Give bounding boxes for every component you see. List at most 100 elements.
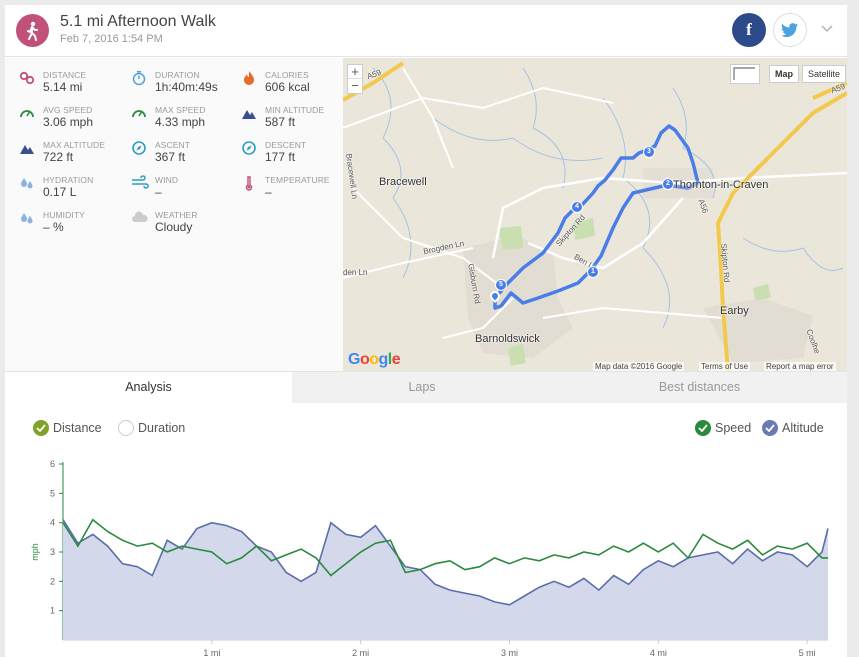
stat-max-altitude: MAX ALTITUDE 722 ft: [19, 138, 129, 170]
stat-value: 5.14 mi: [43, 80, 83, 94]
fullscreen-icon: [733, 67, 755, 80]
terms-of-use-link[interactable]: Terms of Use: [699, 362, 751, 371]
walking-person-icon: [16, 14, 49, 47]
stat-label: WEATHER: [155, 210, 198, 220]
flame-icon: [241, 70, 259, 88]
stat-label: MAX ALTITUDE: [43, 140, 105, 150]
stat-value: – %: [43, 220, 64, 234]
analysis-chart: Distance Duration Speed Altitude 1 2 3 4 5 6 m…: [5, 403, 847, 657]
stat-value: 587 ft: [265, 115, 296, 129]
check-icon: [33, 420, 49, 436]
zoom-out-button[interactable]: −: [351, 78, 359, 93]
map-label-thornton: Thornton-in-Craven: [673, 179, 769, 191]
speed-line: [62, 518, 828, 577]
x-tick-label: 1 mi: [203, 648, 220, 657]
legend-duration-toggle[interactable]: Duration: [118, 419, 185, 437]
stat-distance: DISTANCE 5.14 mi: [19, 68, 129, 100]
stat-ascent: ASCENT 367 ft: [131, 138, 241, 170]
map-type-satellite-button[interactable]: Satellite: [802, 65, 847, 83]
stat-label: WIND: [155, 175, 179, 185]
activity-header: 5.1 mi Afternoon Walk Feb 7, 2016 1:54 P…: [5, 5, 847, 57]
google-logo: Google: [348, 351, 401, 368]
x-tick-label: 4 mi: [650, 648, 667, 657]
tab-best-distances[interactable]: Best distances: [658, 380, 741, 394]
mountain-icon: [241, 105, 259, 123]
legend-altitude-toggle[interactable]: Altitude: [762, 419, 824, 437]
check-icon: [695, 420, 711, 436]
route-marker[interactable]: 4: [571, 201, 583, 213]
droplets-icon: [19, 175, 37, 193]
stat-label: HYDRATION: [43, 175, 94, 185]
map-data-attribution: Map data ©2016 Google: [593, 362, 685, 371]
stat-temperature: TEMPERATURE –: [241, 173, 351, 205]
stat-humidity: HUMIDITY – %: [19, 208, 129, 240]
legend-speed-toggle[interactable]: Speed: [695, 419, 751, 437]
report-map-error-link[interactable]: Report a map error: [764, 362, 836, 371]
wind-icon: [131, 175, 149, 193]
stat-descent: DESCENT 177 ft: [241, 138, 351, 170]
stat-label: DURATION: [155, 70, 200, 80]
stat-label: DESCENT: [265, 140, 307, 150]
facebook-icon: f: [746, 20, 752, 39]
altitude-line: [62, 519, 829, 606]
twitter-icon: [781, 22, 799, 37]
map-label-den-ln: den Ln: [343, 268, 368, 277]
map-label-bracewell: Bracewell: [379, 176, 427, 188]
stat-value: Cloudy: [155, 220, 193, 234]
facebook-share-button[interactable]: f: [732, 13, 766, 47]
zoom-in-button[interactable]: +: [348, 65, 362, 79]
route-marker[interactable]: 3: [643, 146, 655, 158]
compass-icon: [241, 140, 259, 158]
mountain-icon: [19, 140, 37, 158]
stat-wind: WIND –: [131, 173, 241, 205]
tab-laps[interactable]: Laps: [408, 380, 436, 394]
stat-weather: WEATHER Cloudy: [131, 208, 241, 240]
stat-value: 3.06 mph: [43, 115, 94, 129]
legend-speed-label: Speed: [715, 421, 752, 435]
droplets-icon: [19, 210, 37, 228]
altitude-area: [63, 519, 828, 640]
speedometer-icon: [19, 105, 37, 123]
stat-value: 177 ft: [265, 150, 296, 164]
route-marker[interactable]: 5: [495, 279, 507, 291]
y-tick-label: 5: [50, 488, 55, 498]
map-type-map-button[interactable]: Map: [769, 65, 799, 83]
y-tick-label: 4: [50, 518, 55, 528]
activity-card: 5.1 mi Afternoon Walk Feb 7, 2016 1:54 P…: [5, 5, 847, 657]
stat-duration: DURATION 1h:40m:49s: [131, 68, 241, 100]
stat-value: 606 kcal: [265, 80, 310, 94]
stat-label: MAX SPEED: [155, 105, 206, 115]
stat-label: DISTANCE: [43, 70, 87, 80]
legend-duration-label: Duration: [138, 421, 186, 435]
y-axis-label: mph: [30, 543, 40, 561]
activity-date: Feb 7, 2016 1:54 PM: [60, 33, 163, 45]
stat-value: 367 ft: [155, 150, 186, 164]
twitter-share-button[interactable]: [773, 13, 807, 47]
stopwatch-icon: [131, 70, 149, 88]
fullscreen-button[interactable]: [730, 64, 760, 84]
route-marker[interactable]: 2: [662, 178, 674, 190]
map-label-barnoldswick: Barnoldswick: [475, 333, 540, 345]
stat-value: 1h:40m:49s: [155, 80, 218, 94]
distance-icon: [19, 70, 37, 88]
zoom-controls: + −: [347, 64, 363, 94]
stat-value: 4.33 mph: [155, 115, 206, 129]
thermometer-icon: [241, 175, 259, 193]
tab-analysis[interactable]: Analysis: [5, 372, 292, 404]
x-tick-label: 5 mi: [799, 648, 816, 657]
stat-calories: CALORIES 606 kcal: [241, 68, 351, 100]
stat-value: –: [155, 185, 162, 199]
stat-value: 0.17 L: [43, 185, 77, 199]
y-tick-label: 2: [50, 576, 55, 586]
unchecked-circle-icon: [118, 420, 134, 436]
route-marker[interactable]: 1: [587, 266, 599, 278]
chevron-down-icon[interactable]: [820, 21, 834, 39]
stat-label: HUMIDITY: [43, 210, 85, 220]
legend-distance-toggle[interactable]: Distance: [33, 419, 102, 437]
stat-value: –: [265, 185, 272, 199]
x-tick-label: 3 mi: [501, 648, 518, 657]
legend-distance-label: Distance: [53, 421, 102, 435]
stat-label: TEMPERATURE: [265, 175, 330, 185]
stat-label: ASCENT: [155, 140, 191, 150]
route-map[interactable]: Bracewell Ln Brogden Ln Gisburn Rd Skipt…: [343, 58, 847, 371]
